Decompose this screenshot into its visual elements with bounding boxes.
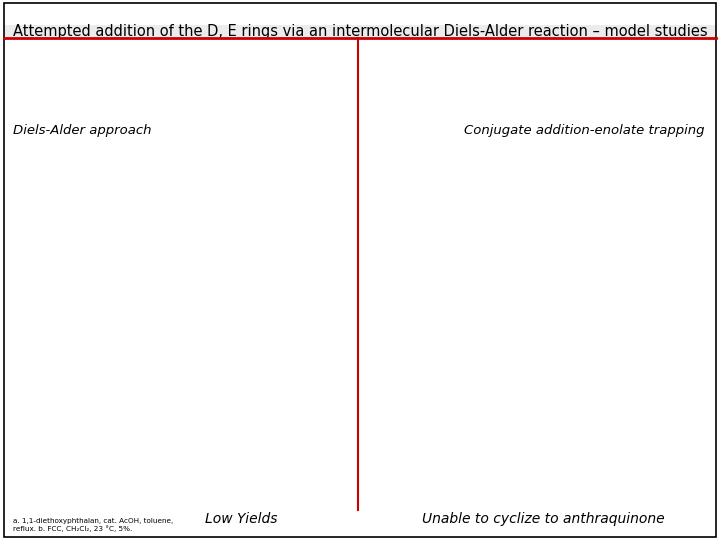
Text: Diels-Alder approach: Diels-Alder approach — [13, 124, 151, 137]
Text: Attempted addition of the D, E rings via an intermolecular Diels-Alder reaction : Attempted addition of the D, E rings via… — [13, 24, 707, 39]
Text: a. 1,1-diethoxyphthalan, cat. AcOH, toluene,
reflux. b. FCC, CH₂Cl₂, 23 °C, 5%.: a. 1,1-diethoxyphthalan, cat. AcOH, tolu… — [13, 518, 174, 532]
FancyBboxPatch shape — [4, 25, 716, 38]
Text: Unable to cyclize to anthraquinone: Unable to cyclize to anthraquinone — [423, 512, 665, 526]
Text: Low Yields: Low Yields — [205, 512, 277, 526]
Text: Conjugate addition-enolate trapping: Conjugate addition-enolate trapping — [464, 124, 704, 137]
